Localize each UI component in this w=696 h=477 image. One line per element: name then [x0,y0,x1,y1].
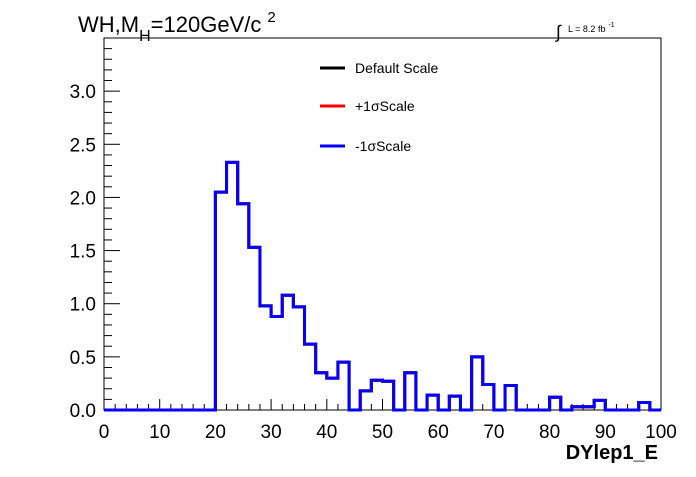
legend: Default Scale +1σScale -1σScale [320,60,438,154]
title-subscript: H [139,28,151,45]
legend-label-minus: -1σScale [355,138,411,154]
chart-title: WH,MH=120GeV/c 2 [78,9,276,45]
x-axis-title: DYlep1_E [566,442,658,464]
histogram-series-2 [104,160,661,412]
legend-label-default: Default Scale [355,60,438,76]
lumi-label: L = 8.2 fb -1 [568,22,615,34]
x-tick-label: 20 [205,422,226,443]
x-tick-label: 60 [428,422,449,443]
x-tick-label: 30 [261,422,282,443]
y-tick-label: 3.0 [70,82,96,103]
title-superscript: 2 [267,9,275,26]
x-tick-label: 90 [595,422,616,443]
y-tick-label: 0.0 [70,401,96,422]
title-rest: =120GeV/c [151,12,262,37]
x-tick-label: 40 [316,422,337,443]
x-tick-label: 10 [149,422,170,443]
lumi-integral: ∫ [554,22,562,42]
y-tick-label: 0.5 [70,348,96,369]
y-tick-label: 1.0 [70,295,96,316]
series-layer [104,160,661,412]
y-tick-label: 1.5 [70,242,96,263]
y-tick-label: 2.5 [70,135,96,156]
lumi-superscript: -1 [608,22,614,29]
x-tick-label: 0 [99,422,110,443]
x-tick-label: 50 [372,422,393,443]
x-tick-label: 80 [539,422,560,443]
x-tick-label: 70 [483,422,504,443]
x-tick-label: 100 [645,422,677,443]
y-tick-label: 2.0 [70,188,96,209]
legend-label-plus: +1σScale [355,98,415,114]
